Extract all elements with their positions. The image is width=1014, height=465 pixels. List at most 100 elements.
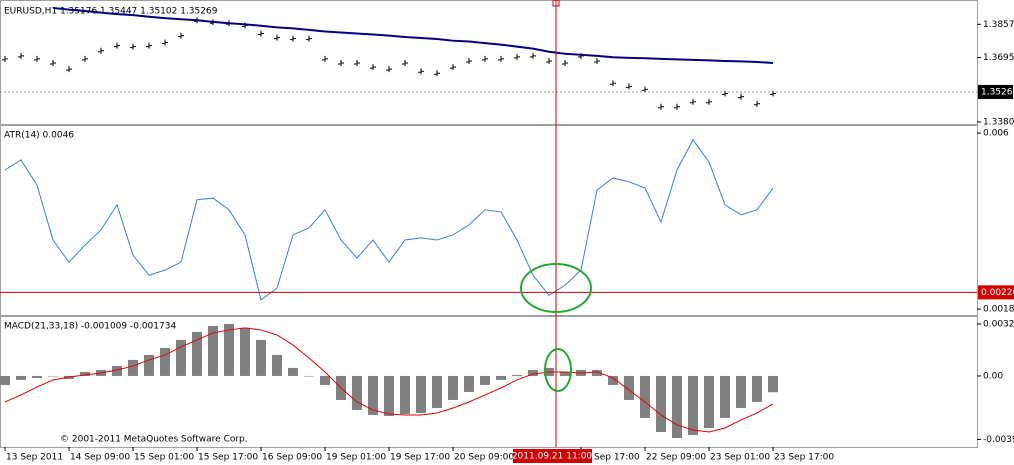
y-tick-label: 0.003228 [983, 319, 1014, 329]
last-price-label: 1.35265 [981, 87, 1014, 97]
price-bar [642, 86, 648, 93]
overlay: 2011.09.21 11:00 [512, 0, 593, 463]
histogram-bar [128, 359, 138, 376]
histogram-bar [640, 375, 650, 418]
y-tick-label: 1.36950 [983, 53, 1014, 63]
histogram-bar [448, 375, 458, 400]
histogram-bar [384, 375, 394, 416]
histogram-bar [560, 371, 570, 376]
histogram-bar [400, 375, 410, 414]
y-tick-label: 1.38570 [983, 20, 1014, 30]
histogram-bar [768, 375, 778, 393]
histogram-bar [464, 375, 474, 392]
crosshair-time-label: 2011.09.21 11:00 [512, 452, 593, 462]
price-bar [34, 55, 40, 62]
price-bar [66, 66, 72, 73]
price-bar [530, 52, 536, 59]
histogram-bar [48, 375, 58, 377]
price-bar [626, 83, 632, 90]
histogram-bar [688, 375, 698, 435]
price-bar [338, 60, 344, 66]
histogram-bar [592, 369, 602, 376]
y-tick-label: 1.33800 [983, 117, 1014, 127]
price-bar [50, 60, 56, 66]
price-bar [450, 64, 456, 71]
histogram-bar [624, 375, 634, 400]
y-tick-label: 0.006 [983, 129, 1009, 139]
histogram-bar [16, 375, 26, 380]
histogram-bar [656, 375, 666, 432]
histogram-bar [608, 375, 618, 385]
histogram-bar [272, 354, 282, 376]
pane-title: EURUSD,H1 1.35176 1.35447 1.35102 1.3526… [4, 7, 218, 17]
crosshair-value-label: 0.00220 [981, 288, 1014, 298]
crosshair-value-box [978, 285, 1014, 300]
histogram-bar [32, 375, 42, 378]
y-tick-label: 0.00 [983, 371, 1003, 381]
price-bar [306, 35, 312, 42]
price-bar [386, 66, 392, 73]
y-tick-label: 0.0018 [983, 305, 1014, 315]
price-bar [258, 30, 264, 37]
histogram-bar [704, 375, 714, 428]
x-tick-label: 15 Sep 17:00 [198, 453, 258, 463]
histogram-bar [112, 365, 122, 376]
price-bar [322, 55, 328, 62]
price-bar [562, 60, 568, 66]
histogram-bar [416, 375, 426, 413]
histogram-bar [192, 331, 202, 376]
histogram-bar [720, 375, 730, 418]
x-tick-label: 19 Sep 17:00 [390, 453, 450, 463]
price-bar [674, 103, 680, 110]
x-tick-label: 13 Sep 2011 [6, 453, 63, 463]
pane-title: ATR(14) 0.0046 [4, 131, 74, 141]
price-bar [274, 34, 280, 41]
histogram-bar [528, 369, 538, 376]
price-bar [98, 47, 104, 54]
price-bar [130, 43, 136, 50]
x-tick-label: 20 Sep 09:00 [454, 453, 514, 463]
crosshair-marker [552, 0, 560, 7]
x-tick-label: 15 Sep 01:00 [134, 453, 194, 463]
atr-pane [0, 125, 978, 316]
price-bar [738, 93, 744, 100]
x-tick-label: 23 Sep 17:00 [774, 453, 834, 463]
copyright: © 2001-2011 MetaQuotes Software Corp. [60, 435, 248, 445]
price-bar [146, 42, 152, 49]
price-bar [290, 35, 296, 42]
price-bar [18, 52, 24, 59]
price-bar [658, 103, 664, 110]
y-tick-label: -0.00394 [983, 435, 1014, 445]
annotation-circle [520, 263, 592, 313]
histogram-bar [208, 325, 218, 376]
annotation-circle [544, 348, 572, 392]
price-bar [466, 57, 472, 64]
price-bar [114, 42, 120, 49]
price-pane [0, 0, 978, 125]
price-bar [610, 80, 616, 87]
x-tick-label: Sep 17:00 [594, 453, 640, 463]
series-line [4, 327, 774, 433]
histogram-bar [480, 375, 490, 385]
histogram-bar [240, 327, 250, 376]
histogram-bar [144, 354, 154, 376]
histogram-bar [368, 375, 378, 415]
histogram-bar [256, 339, 266, 376]
histogram-bar [304, 375, 314, 377]
last-price-box [978, 84, 1013, 99]
price-bar [370, 64, 376, 71]
x-tick-label: 22 Sep 09:00 [646, 453, 706, 463]
histogram-bar [752, 375, 762, 402]
price-bar [82, 55, 88, 62]
series-line [52, 6, 774, 64]
histogram-bar [672, 375, 682, 438]
histogram-bar [224, 323, 234, 376]
histogram-bar [160, 347, 170, 376]
price-bar [514, 53, 520, 60]
price-bar [546, 57, 552, 64]
histogram-bar [512, 374, 522, 376]
histogram-bar [496, 375, 506, 380]
price-bar [690, 98, 696, 105]
